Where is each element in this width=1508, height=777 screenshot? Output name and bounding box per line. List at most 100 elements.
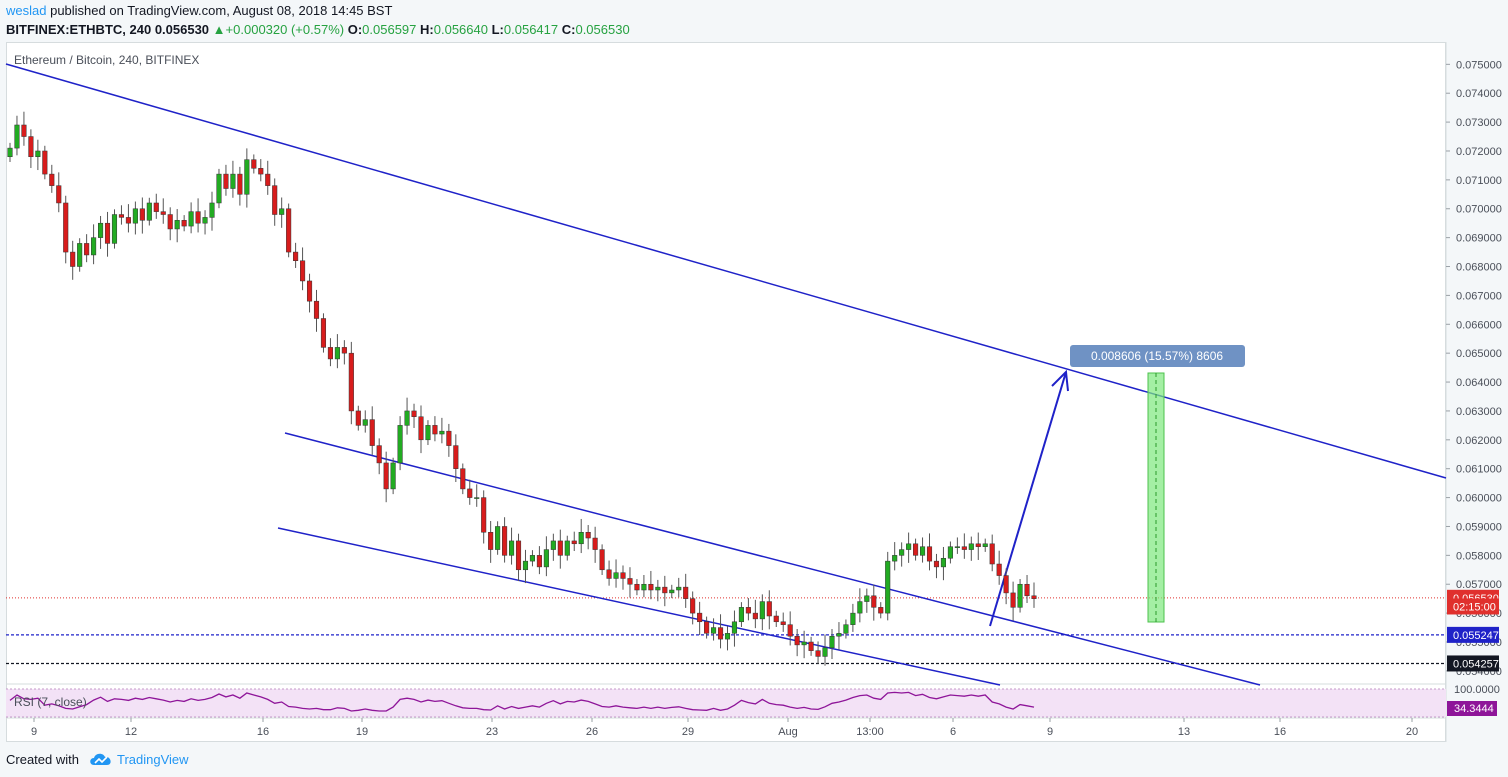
candle-down [606,569,612,579]
ohlc-line: BITFINEX:ETHBTC, 240 0.056530 ▲+0.000320… [6,22,630,37]
candle-up [146,202,152,221]
candle-down [118,214,125,218]
candle-down [306,280,313,302]
open-value: 0.056597 [362,22,417,37]
candle-down [620,572,626,579]
candle-down [327,347,333,360]
candle-down [446,430,452,446]
candle-up [982,543,988,547]
candle-up [676,586,682,591]
published-text: published on TradingView.com, August 08,… [50,3,393,18]
author-link[interactable]: weslad [6,3,47,18]
candle-down [871,595,877,608]
candle-up [1017,583,1023,608]
candle-up [550,540,556,550]
candle-down [502,526,508,556]
candle-up [362,419,368,426]
upper-trendline[interactable] [5,63,1447,479]
y-tick-label: 0.067000 [1456,290,1502,302]
candle-up [940,557,946,568]
y-tick-label: 0.064000 [1456,377,1502,389]
candle-down [28,136,34,158]
forecast-arrow [989,369,1069,627]
candle-down [1010,592,1016,608]
tradingview-brand-link[interactable]: TradingView [117,752,189,767]
lower-trendline[interactable] [277,527,1001,686]
candle-down [766,601,772,617]
measure-label: 0.008606 (15.57%) 8606 [1091,349,1223,363]
candle-down [139,208,145,221]
candle-down [383,462,389,490]
publish-line: weslad published on TradingView.com, Aug… [6,3,392,18]
candle-down [341,347,347,354]
candle-down [195,211,201,224]
candle-up [77,243,83,267]
candle-up [35,150,41,158]
candle-down [878,607,884,614]
candle-down [780,621,786,625]
candle-up [543,549,549,568]
candle-up [439,430,445,435]
x-tick-label: 9 [1047,726,1053,738]
channel-lines [5,63,1447,686]
candle-up [7,147,13,158]
candle-down [460,468,466,490]
candle-up [578,531,584,545]
candle-up [216,173,222,204]
candle-up [174,220,180,230]
candle-up [111,214,118,244]
measure-box[interactable]: 0.008606 (15.57%) 8606 [1070,345,1245,623]
candle-down [1003,575,1009,594]
close-label: C: [561,22,576,37]
candle-down [453,445,459,469]
candle-up [244,159,250,195]
candle-up [522,560,529,571]
candle-up [188,211,194,227]
candle-up [397,425,403,464]
candle-up [829,635,835,649]
candle-down [557,540,563,556]
candle-up [404,410,410,426]
candle-down [355,410,361,426]
candle-up [711,627,717,634]
y-tick-label: 0.065000 [1456,348,1502,360]
y-tick-label: 0.058000 [1456,550,1502,562]
candle-up [230,173,236,189]
rsi-value-label: 34.3444 [1454,703,1494,715]
candle-down [49,173,55,186]
rsi-pane: RSI (7, close) 100.0000 34.3444 [6,684,1500,718]
candle-up [655,586,661,591]
forecast-arrow-line[interactable] [989,371,1067,627]
candle-up [857,601,863,614]
candle-up [836,633,842,637]
candle-down [752,612,758,620]
y-tick-label: 0.061000 [1456,464,1502,476]
candle-up [864,595,870,602]
candle-up [801,641,807,646]
candle-up [613,572,619,579]
footer: Created with TradingView [0,742,1508,777]
x-tick-label: 12 [125,726,137,738]
candle-down [1024,583,1030,597]
y-tick-label: 0.069000 [1456,233,1502,245]
candle-down [70,251,76,267]
y-tick-label: 0.059000 [1456,521,1502,533]
candle-down [933,560,940,568]
x-tick-label: 6 [950,726,956,738]
candle-down [223,173,229,189]
candle-up [334,347,340,360]
price-chart[interactable]: Ethereum / Bitcoin, 240, BITFINEX 0.0750… [0,42,1508,742]
candle-down [808,641,814,651]
candle-down [585,531,591,539]
middle-trendline[interactable] [284,432,1261,686]
close-value: 0.056530 [575,22,630,37]
candle-up [724,633,731,640]
candle-down [432,425,438,435]
candle-up [390,462,396,490]
candle-down [592,537,598,550]
candle-up [892,555,898,562]
change-value: +0.000320 (+0.57%) [225,22,345,37]
candle-down [300,260,306,282]
y-tick-label: 0.057000 [1456,579,1502,591]
price-tag-label: 02:15:00 [1453,601,1496,613]
